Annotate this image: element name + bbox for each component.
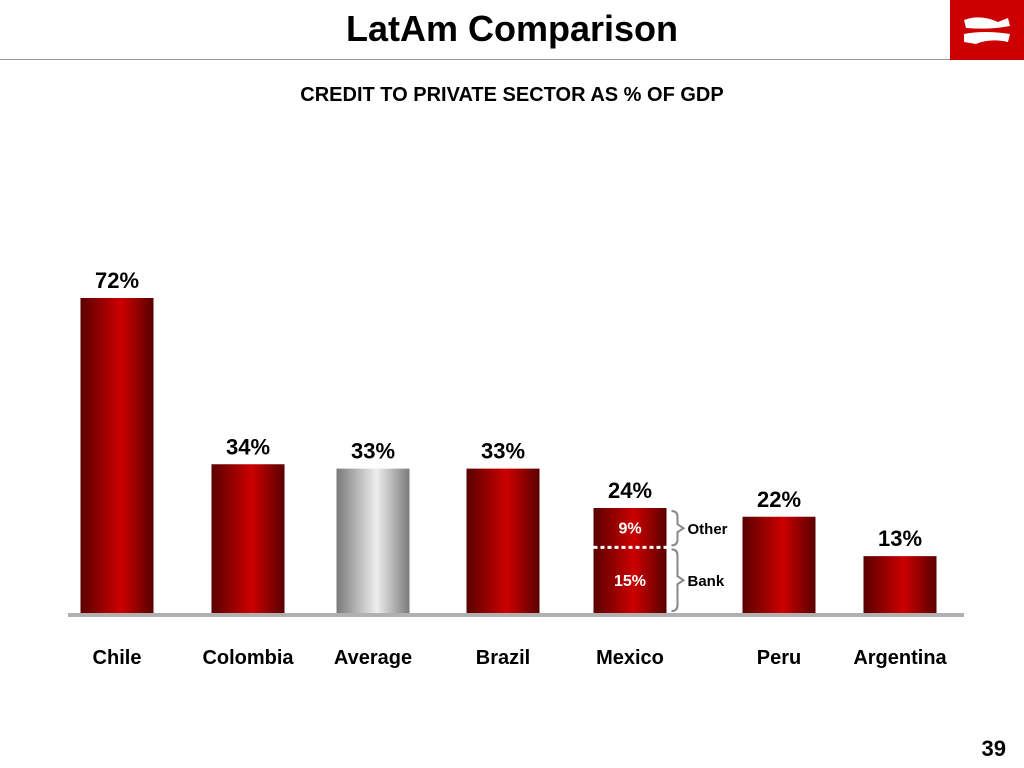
bar-average xyxy=(336,468,410,613)
value-label-mexico: 24% xyxy=(608,478,652,503)
segment-name-other: Other xyxy=(688,521,728,538)
bank-logo xyxy=(950,0,1024,60)
bar-peru xyxy=(742,516,816,613)
category-label-peru: Peru xyxy=(757,647,801,669)
value-label-average: 33% xyxy=(351,439,395,464)
chart-title: CREDIT TO PRIVATE SECTOR AS % OF GDP xyxy=(300,84,724,106)
page-number: 39 xyxy=(981,736,1006,761)
bar-mexico xyxy=(593,508,667,613)
bar-chile xyxy=(80,298,154,613)
title-divider xyxy=(0,59,1024,60)
category-label-mexico: Mexico xyxy=(596,647,664,669)
category-label-colombia: Colombia xyxy=(202,647,294,669)
bar-colombia xyxy=(211,464,285,613)
value-label-peru: 22% xyxy=(757,487,801,512)
bar-argentina xyxy=(863,556,937,613)
category-label-average: Average xyxy=(334,647,412,669)
category-label-argentina: Argentina xyxy=(853,647,947,669)
value-label-brazil: 33% xyxy=(481,439,525,464)
segment-name-bank: Bank xyxy=(688,573,725,590)
category-label-chile: Chile xyxy=(93,647,142,669)
bar-brazil xyxy=(466,468,540,613)
brace-bank xyxy=(671,548,686,612)
value-label-colombia: 34% xyxy=(226,434,270,459)
segment-label-bank: 15% xyxy=(614,573,646,590)
slide-title: LatAm Comparison xyxy=(345,8,679,49)
category-label-brazil: Brazil xyxy=(476,647,530,669)
brace-other xyxy=(671,510,686,547)
segment-label-other: 9% xyxy=(618,521,641,538)
value-label-chile: 72% xyxy=(95,268,139,293)
value-label-argentina: 13% xyxy=(878,526,922,551)
